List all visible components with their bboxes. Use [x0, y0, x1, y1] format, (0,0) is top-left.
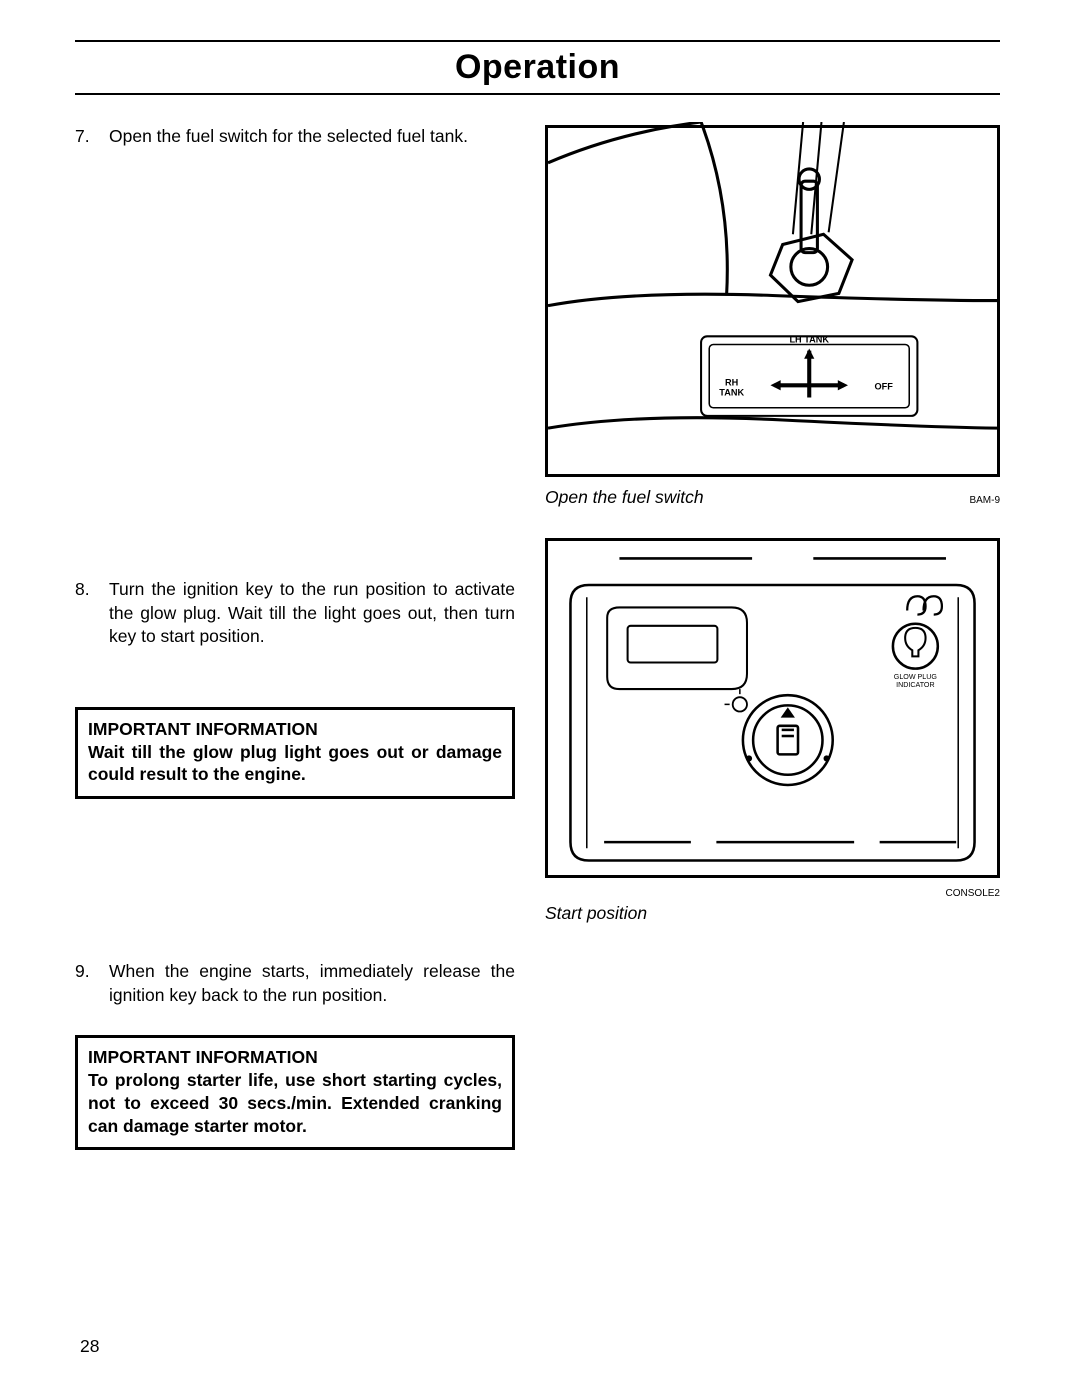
label-rh: RH [725, 378, 738, 388]
info-box-1: IMPORTANT INFORMATION Wait till the glow… [75, 707, 515, 799]
info-box-2: IMPORTANT INFORMATION To prolong starter… [75, 1035, 515, 1150]
page-title: Operation [75, 48, 1000, 87]
content-grid: 7. Open the fuel switch for the selected… [75, 125, 1000, 1178]
figure-fuel-switch: LH TANK RH TANK OFF [545, 125, 1000, 477]
label-off: OFF [875, 382, 894, 392]
caption-row-1: Open the fuel switch BAM-9 [545, 487, 1000, 508]
figure-console: GLOW PLUG INDICATOR [545, 538, 1000, 878]
info-body: Wait till the glow plug light goes out o… [88, 741, 502, 787]
left-1: 7. Open the fuel switch for the selected… [75, 125, 515, 538]
info-title: IMPORTANT INFORMATION [88, 718, 502, 741]
step-num: 8. [75, 578, 109, 649]
rule-bottom [75, 93, 1000, 95]
figure-code: CONSOLE2 [946, 888, 1000, 899]
right-3 [545, 954, 1000, 1178]
step-num: 7. [75, 125, 109, 149]
step-text: Open the fuel switch for the selected fu… [109, 125, 515, 149]
label-glow-2: INDICATOR [896, 681, 935, 689]
step-text: Turn the ignition key to the run positio… [109, 578, 515, 649]
step-text: When the engine starts, immediately rele… [109, 960, 515, 1007]
right-2: GLOW PLUG INDICATOR CONSOLE2 Start posit… [545, 538, 1000, 954]
caption-row-2b: Start position [545, 903, 1000, 924]
label-lh-tank: LH TANK [789, 335, 829, 345]
left-3: 9. When the engine starts, immediately r… [75, 954, 515, 1178]
figure-caption: Open the fuel switch [545, 487, 704, 508]
label-tank: TANK [719, 388, 744, 398]
step-9: 9. When the engine starts, immediately r… [75, 960, 515, 1007]
figure-code: BAM-9 [969, 495, 1000, 506]
caption-row-2a: CONSOLE2 [545, 888, 1000, 899]
label-glow-1: GLOW PLUG [894, 672, 938, 680]
info-title: IMPORTANT INFORMATION [88, 1046, 502, 1069]
console-illustration: GLOW PLUG INDICATOR [548, 536, 997, 881]
fuel-switch-illustration: LH TANK RH TANK OFF [548, 122, 997, 479]
step-num: 9. [75, 960, 109, 1007]
page-number: 28 [80, 1336, 99, 1357]
figure-caption: Start position [545, 903, 647, 924]
right-1: LH TANK RH TANK OFF Open the fuel switch… [545, 125, 1000, 538]
left-2: 8. Turn the ignition key to the run posi… [75, 538, 515, 954]
step-8: 8. Turn the ignition key to the run posi… [75, 578, 515, 649]
rule-top [75, 40, 1000, 42]
step-7: 7. Open the fuel switch for the selected… [75, 125, 515, 149]
info-body: To prolong starter life, use short start… [88, 1069, 502, 1137]
